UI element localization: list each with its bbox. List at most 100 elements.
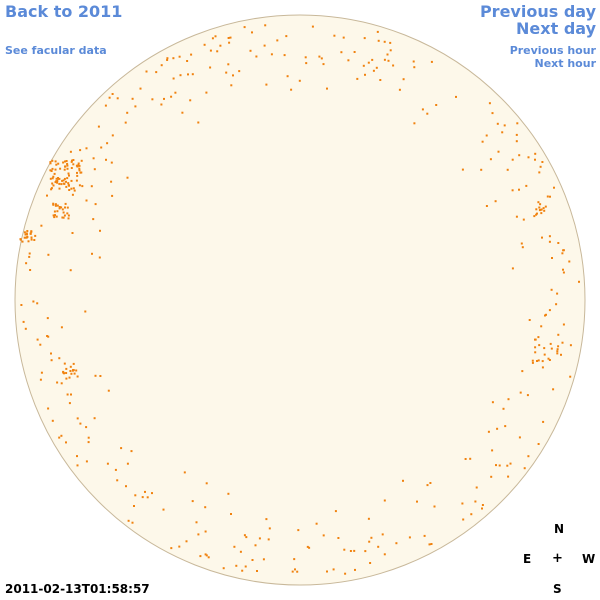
facula-dot <box>66 167 69 170</box>
facula-dot <box>195 521 198 524</box>
facula-dot <box>561 252 564 255</box>
facula-dot <box>85 460 88 463</box>
facula-dot <box>163 97 165 100</box>
facula-dot <box>56 181 59 184</box>
facula-dot <box>61 216 64 219</box>
facula-dot <box>496 427 499 430</box>
facula-dot <box>343 548 346 551</box>
facula-dot <box>79 422 82 425</box>
facula-dot <box>107 389 110 392</box>
facula-dot <box>556 292 559 295</box>
facula-dot <box>254 544 257 547</box>
facula-dot <box>21 240 24 243</box>
facula-dot <box>326 570 328 573</box>
facula-dot <box>491 112 494 115</box>
previous-day-link[interactable]: Previous day <box>479 2 596 21</box>
facula-dot <box>501 131 504 134</box>
facula-dot <box>22 320 25 323</box>
facula-dot <box>73 189 76 192</box>
facula-dot <box>131 97 134 100</box>
facula-dot <box>30 230 33 233</box>
facula-dot <box>354 568 356 571</box>
facula-dot <box>475 486 478 489</box>
facula-dot <box>60 434 63 437</box>
facula-dot <box>36 338 39 341</box>
compass-west-label: W <box>582 552 596 566</box>
back-to-year-link[interactable]: Back to 2011 <box>5 2 123 21</box>
facula-dot <box>538 171 541 174</box>
facula-dot <box>522 218 525 221</box>
facula-dot <box>85 147 88 150</box>
facula-dot <box>511 158 514 161</box>
facula-dot <box>100 146 103 149</box>
facula-dot <box>553 186 555 189</box>
facula-dot <box>363 37 366 40</box>
facula-dot <box>108 96 111 99</box>
facula-dot <box>205 91 208 94</box>
facula-dot <box>534 346 537 349</box>
facula-dot <box>32 300 35 303</box>
facula-dot <box>369 562 372 564</box>
facula-dot <box>362 64 365 67</box>
facula-dot <box>227 63 230 66</box>
facula-dot <box>381 533 384 536</box>
facula-dot <box>52 184 55 187</box>
facula-dot <box>538 209 541 212</box>
facula-dot <box>97 125 100 128</box>
facula-dot <box>25 236 28 239</box>
previous-hour-link[interactable]: Previous hour <box>509 44 596 57</box>
facula-dot <box>197 121 200 124</box>
facula-dot <box>337 537 340 539</box>
observation-timestamp: 2011-02-13T01:58:57 <box>5 582 150 596</box>
next-hour-link[interactable]: Next hour <box>534 57 597 70</box>
facula-dot <box>537 336 540 339</box>
facula-dot <box>53 172 56 175</box>
facula-dot <box>322 534 325 537</box>
facula-dot <box>519 391 522 394</box>
compass-south-label: S <box>553 582 562 596</box>
facula-dot <box>293 558 296 561</box>
facula-dot <box>376 30 379 33</box>
facula-dot <box>68 376 71 379</box>
facula-dot <box>62 179 65 182</box>
facula-dot <box>50 187 53 190</box>
facula-dot <box>557 345 560 348</box>
facula-dot <box>67 214 70 217</box>
facula-dot <box>481 504 484 506</box>
facula-dot <box>426 484 429 487</box>
facula-dot <box>52 214 55 217</box>
facula-dot <box>549 195 551 198</box>
facula-dot <box>518 154 521 157</box>
facula-dot <box>181 111 184 114</box>
facula-dot <box>76 417 79 420</box>
facula-dot <box>178 545 181 548</box>
facula-dot <box>61 179 64 182</box>
facula-dot <box>64 206 66 209</box>
facula-dot <box>232 74 234 77</box>
facula-dot <box>50 170 53 172</box>
facula-dot <box>534 158 536 161</box>
facula-dot <box>219 44 222 47</box>
facula-dot <box>364 550 367 553</box>
compass-east-label: E <box>523 552 532 566</box>
facula-dot <box>322 63 325 66</box>
facula-dot <box>291 570 294 573</box>
facula-dot <box>537 359 540 362</box>
facula-dot <box>506 464 509 467</box>
facula-dot <box>33 239 36 241</box>
facula-dot <box>68 184 70 187</box>
facula-dot <box>30 238 33 241</box>
facula-dot <box>133 505 135 507</box>
facula-dot <box>383 553 386 556</box>
facula-dot <box>371 58 374 61</box>
facular-data-link[interactable]: See facular data <box>5 44 107 57</box>
facula-dot <box>65 372 68 374</box>
facula-dot <box>60 206 63 209</box>
facula-dot <box>298 79 301 82</box>
facula-dot <box>413 122 416 125</box>
facula-dot <box>386 53 389 56</box>
next-day-link[interactable]: Next day <box>516 19 596 38</box>
facula-dot <box>474 500 477 503</box>
facula-dot <box>290 88 293 91</box>
